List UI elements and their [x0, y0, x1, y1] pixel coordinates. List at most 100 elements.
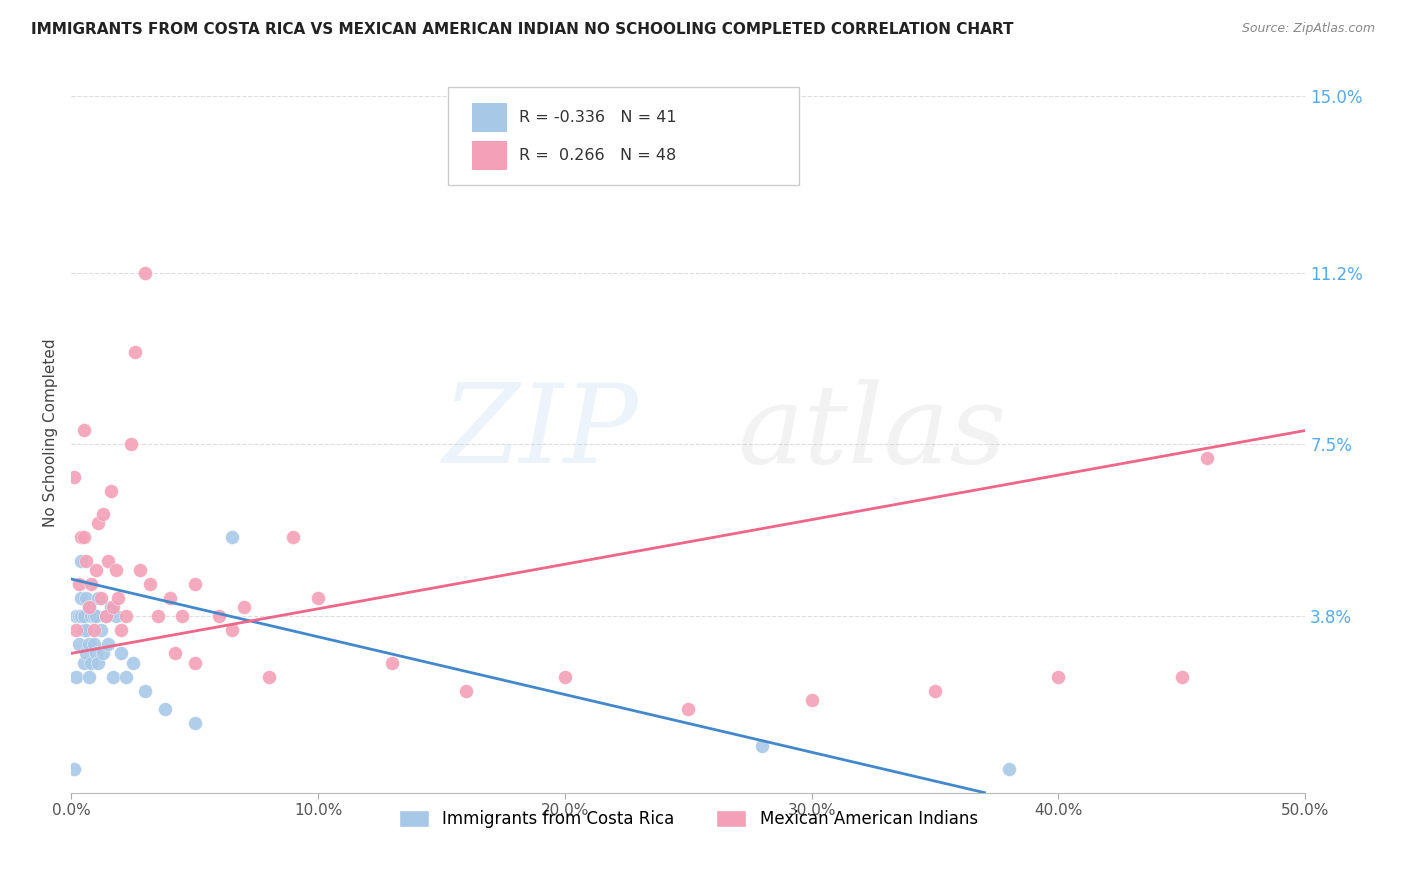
Point [110, 623, 132, 637]
Point [72, 656, 94, 670]
Point [456, 683, 478, 698]
Point [67, 637, 90, 651]
Point [77, 599, 100, 614]
Point [114, 609, 136, 624]
Point [77, 669, 100, 683]
Point [129, 563, 152, 577]
Point [62, 763, 84, 777]
Point [72, 530, 94, 544]
Point [100, 483, 122, 498]
Point [307, 591, 329, 605]
Point [381, 656, 404, 670]
Point [124, 344, 146, 359]
Point [1047, 669, 1070, 683]
Point [72, 609, 94, 624]
Point [75, 623, 97, 637]
Y-axis label: No Schooling Completed: No Schooling Completed [44, 338, 58, 527]
Point [77, 637, 100, 651]
Point [67, 576, 90, 591]
Point [84, 609, 107, 624]
Point [104, 609, 127, 624]
Point [93, 646, 115, 660]
Point [97, 553, 120, 567]
Point [65, 623, 87, 637]
Point [62, 470, 84, 484]
Point [751, 739, 773, 754]
Point [998, 763, 1021, 777]
Point [80, 576, 103, 591]
Point [134, 266, 156, 280]
Point [114, 669, 136, 683]
Point [1171, 669, 1194, 683]
Point [75, 591, 97, 605]
Point [65, 669, 87, 683]
Point [139, 576, 162, 591]
Point [70, 530, 93, 544]
Point [159, 591, 181, 605]
Point [87, 656, 110, 670]
Point [67, 609, 90, 624]
Point [163, 646, 186, 660]
Point [93, 507, 115, 521]
Point [65, 609, 87, 624]
Point [94, 609, 117, 624]
Text: IMMIGRANTS FROM COSTA RICA VS MEXICAN AMERICAN INDIAN NO SCHOOLING COMPLETED COR: IMMIGRANTS FROM COSTA RICA VS MEXICAN AM… [31, 22, 1014, 37]
Text: ZIP: ZIP [443, 379, 638, 486]
Point [83, 637, 105, 651]
Point [90, 591, 112, 605]
Point [257, 669, 280, 683]
Point [554, 669, 576, 683]
Point [122, 656, 145, 670]
Point [221, 623, 243, 637]
Point [80, 656, 103, 670]
Point [183, 656, 205, 670]
Point [120, 437, 142, 451]
Point [97, 637, 120, 651]
Point [208, 609, 231, 624]
Point [110, 646, 132, 660]
Point [70, 609, 93, 624]
Point [87, 591, 110, 605]
Point [800, 693, 823, 707]
Point [103, 599, 125, 614]
Point [75, 553, 97, 567]
Point [75, 646, 97, 660]
Point [183, 716, 205, 731]
FancyBboxPatch shape [472, 103, 508, 132]
Point [83, 623, 105, 637]
Point [84, 563, 107, 577]
Legend: Immigrants from Costa Rica, Mexican American Indians: Immigrants from Costa Rica, Mexican Amer… [392, 803, 984, 835]
Point [100, 599, 122, 614]
Text: R =  0.266   N = 48: R = 0.266 N = 48 [519, 148, 676, 163]
Point [104, 563, 127, 577]
Point [172, 609, 194, 624]
Point [678, 702, 700, 716]
Point [87, 516, 110, 531]
Point [94, 609, 117, 624]
Point [153, 702, 176, 716]
Point [283, 530, 305, 544]
FancyBboxPatch shape [472, 141, 508, 170]
Point [77, 599, 100, 614]
Point [70, 553, 93, 567]
Point [83, 609, 105, 624]
Text: Source: ZipAtlas.com: Source: ZipAtlas.com [1241, 22, 1375, 36]
Point [72, 623, 94, 637]
Point [84, 646, 107, 660]
Point [221, 530, 243, 544]
Point [80, 609, 103, 624]
Text: atlas: atlas [738, 379, 1007, 486]
Point [146, 609, 169, 624]
Point [90, 623, 112, 637]
Point [70, 591, 93, 605]
Point [924, 683, 946, 698]
Point [233, 599, 256, 614]
Point [183, 576, 205, 591]
Text: R = -0.336   N = 41: R = -0.336 N = 41 [519, 110, 676, 125]
FancyBboxPatch shape [447, 87, 800, 185]
Point [107, 591, 129, 605]
Point [134, 683, 156, 698]
Point [103, 669, 125, 683]
Point [72, 424, 94, 438]
Point [1195, 451, 1218, 466]
